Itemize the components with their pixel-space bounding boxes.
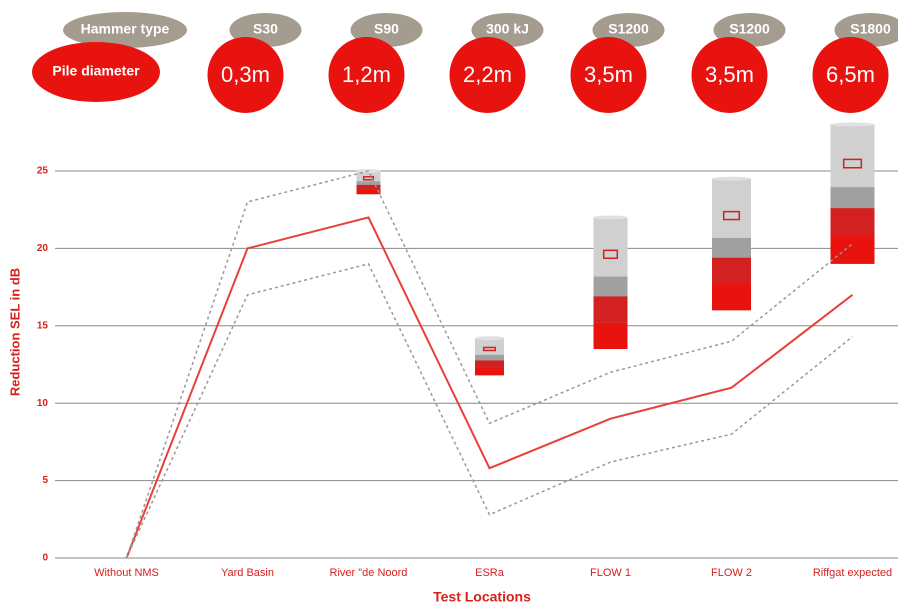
pile-band <box>593 322 628 350</box>
y-tick-label: 15 <box>37 320 49 331</box>
x-axis-title: Test Locations <box>433 589 531 605</box>
hammer-type: S1200 <box>608 21 649 37</box>
pile-band <box>712 257 751 285</box>
pile-band <box>830 208 875 237</box>
pile-diameter: 1,2m <box>342 62 391 87</box>
y-tick-label: 10 <box>37 398 49 409</box>
diameter-bg <box>449 37 526 113</box>
hammer-type: S1800 <box>850 21 891 37</box>
y-tick-label: 5 <box>42 475 48 486</box>
diameter-bg <box>328 37 405 113</box>
x-tick-label: FLOW 1 <box>590 567 631 579</box>
pile-band <box>830 124 875 188</box>
pile-band <box>475 338 504 355</box>
pile-band <box>356 189 381 195</box>
pile-band <box>475 354 504 361</box>
pile-band <box>593 296 628 323</box>
pile <box>712 178 751 311</box>
pile-diameter-label: Pile diameter <box>52 63 140 79</box>
diameter-bg <box>207 37 284 113</box>
pile-top <box>712 176 751 181</box>
x-tick-label: ESRa <box>475 567 505 579</box>
pile-top <box>830 122 875 127</box>
pile-band <box>475 360 504 368</box>
pile-band <box>712 237 751 258</box>
pile-band <box>830 236 875 264</box>
pile <box>593 217 628 350</box>
hammer-label-bg <box>63 12 187 48</box>
y-tick-label: 0 <box>42 553 48 564</box>
pile-band <box>712 284 751 311</box>
diameter-bg <box>570 37 647 113</box>
pile-diameter: 0,3m <box>221 62 270 87</box>
pile-marker <box>602 249 619 259</box>
y-tick-label: 25 <box>37 166 49 177</box>
hammer-type: S30 <box>253 21 278 37</box>
pile-top <box>475 336 504 341</box>
pile-marker <box>482 346 497 352</box>
pile-marker <box>722 210 741 221</box>
pile-marker <box>362 176 375 181</box>
y-axis-title: Reduction SEL in dB <box>7 268 22 396</box>
pile-diameter: 2,2m <box>463 62 512 87</box>
hammer-type-label: Hammer type <box>81 21 170 37</box>
pile-band <box>356 181 381 185</box>
series-line <box>125 216 854 559</box>
x-tick-label: Without NMS <box>94 567 159 579</box>
pile-diameter: 3,5m <box>705 62 754 87</box>
diameter-bg <box>812 37 889 113</box>
pile-diameter: 3,5m <box>584 62 633 87</box>
pile-band <box>593 217 628 277</box>
diameter-bg <box>691 37 768 113</box>
pile-diameter: 6,5m <box>826 62 875 87</box>
x-tick-label: Yard Basin <box>221 567 274 579</box>
pile <box>830 124 875 264</box>
x-tick-label: Riffgat expected <box>813 567 892 579</box>
pile-band <box>830 187 875 209</box>
series-line <box>125 170 853 559</box>
hammer-type: S1200 <box>729 21 770 37</box>
y-tick-label: 20 <box>37 243 49 254</box>
series-line <box>125 263 853 559</box>
pile-top <box>593 215 628 220</box>
pile-band <box>712 178 751 238</box>
pile-band <box>356 184 381 190</box>
pile <box>475 338 504 376</box>
pile <box>356 171 381 195</box>
diameter-label-bg <box>32 42 160 102</box>
pile-marker <box>842 158 863 169</box>
pile-band <box>593 276 628 297</box>
hammer-type: 300 kJ <box>486 21 529 37</box>
hammer-type: S90 <box>374 21 399 37</box>
pile-band <box>475 367 504 376</box>
x-tick-label: FLOW 2 <box>711 567 752 579</box>
x-tick-label: River "de Noord <box>330 567 408 579</box>
